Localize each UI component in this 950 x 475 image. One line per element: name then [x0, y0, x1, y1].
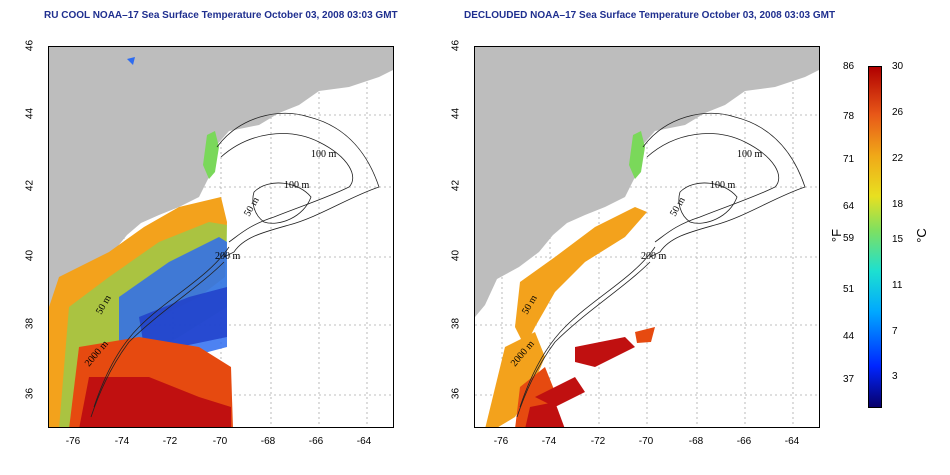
fahrenheit-tick: 37	[843, 374, 855, 385]
right-sst-map: 100 m 100 m 50 m 200 m 50 m 2000 m	[474, 46, 820, 428]
lon-tick-label: -72	[162, 436, 178, 447]
lat-tick-label: 38	[24, 317, 36, 330]
lat-tick-label: 38	[450, 317, 462, 330]
left-map-title: RU COOL NOAA–17 Sea Surface Temperature …	[44, 10, 398, 21]
contour-label: 100 m	[311, 149, 337, 160]
lon-tick-label: -64	[356, 436, 372, 447]
contour-label: 200 m	[215, 251, 241, 262]
contour-label: 50 m	[242, 195, 262, 218]
fahrenheit-tick: 51	[843, 284, 855, 295]
left-map-canvas: 100 m 100 m 50 m 200 m 50 m 2000 m	[49, 47, 393, 427]
right-map-canvas: 100 m 100 m 50 m 200 m 50 m 2000 m	[475, 47, 819, 427]
fahrenheit-tick: 44	[843, 331, 855, 342]
lon-tick-label: -74	[114, 436, 130, 447]
lat-tick-label: 40	[450, 249, 462, 262]
lon-tick-label: -66	[736, 436, 752, 447]
lat-tick-label: 42	[450, 179, 462, 192]
lat-tick-label: 44	[450, 107, 462, 120]
fahrenheit-tick: 59	[843, 233, 855, 244]
contour-label: 50 m	[668, 195, 688, 218]
left-sst-map: 100 m 100 m 50 m 200 m 50 m 2000 m	[48, 46, 394, 428]
celsius-tick: 11	[892, 280, 903, 291]
lat-tick-label: 46	[24, 39, 36, 52]
celsius-tick: 7	[892, 326, 898, 337]
land-mass	[49, 47, 393, 317]
celsius-tick: 30	[892, 61, 904, 72]
fahrenheit-tick: 71	[843, 154, 855, 165]
right-map-title: DECLOUDED NOAA–17 Sea Surface Temperatur…	[464, 10, 836, 21]
lon-tick-label: -72	[590, 436, 606, 447]
celsius-tick: 22	[892, 153, 904, 164]
lon-tick-label: -64	[784, 436, 800, 447]
celsius-tick: 3	[892, 371, 898, 382]
fahrenheit-tick: 64	[843, 201, 855, 212]
celsius-tick: 15	[892, 234, 904, 245]
lon-tick-label: -70	[638, 436, 654, 447]
lon-tick-label: -74	[541, 436, 557, 447]
lat-tick-label: 40	[24, 249, 36, 262]
contour-label: 200 m	[641, 251, 667, 262]
lon-tick-label: -66	[308, 436, 324, 447]
lon-tick-label: -76	[65, 436, 81, 447]
lat-tick-label: 46	[450, 39, 462, 52]
fahrenheit-tick: 78	[843, 111, 855, 122]
fahrenheit-unit-label: °F	[829, 228, 845, 243]
lon-tick-label: -70	[212, 436, 228, 447]
lat-tick-label: 36	[24, 387, 36, 400]
land-mass	[475, 47, 819, 317]
contour-label: 100 m	[284, 180, 310, 191]
contour-label: 100 m	[737, 149, 763, 160]
lon-tick-label: -68	[260, 436, 276, 447]
temperature-colorbar	[868, 66, 882, 408]
lat-tick-label: 42	[24, 179, 36, 192]
lon-tick-label: -76	[493, 436, 509, 447]
lat-tick-label: 36	[450, 387, 462, 400]
celsius-tick: 18	[892, 199, 904, 210]
lon-tick-label: -68	[688, 436, 704, 447]
fahrenheit-tick: 86	[843, 61, 855, 72]
celsius-tick: 26	[892, 107, 904, 118]
celsius-unit-label: °C	[913, 228, 929, 243]
contour-label: 100 m	[710, 180, 736, 191]
lat-tick-label: 44	[24, 107, 36, 120]
